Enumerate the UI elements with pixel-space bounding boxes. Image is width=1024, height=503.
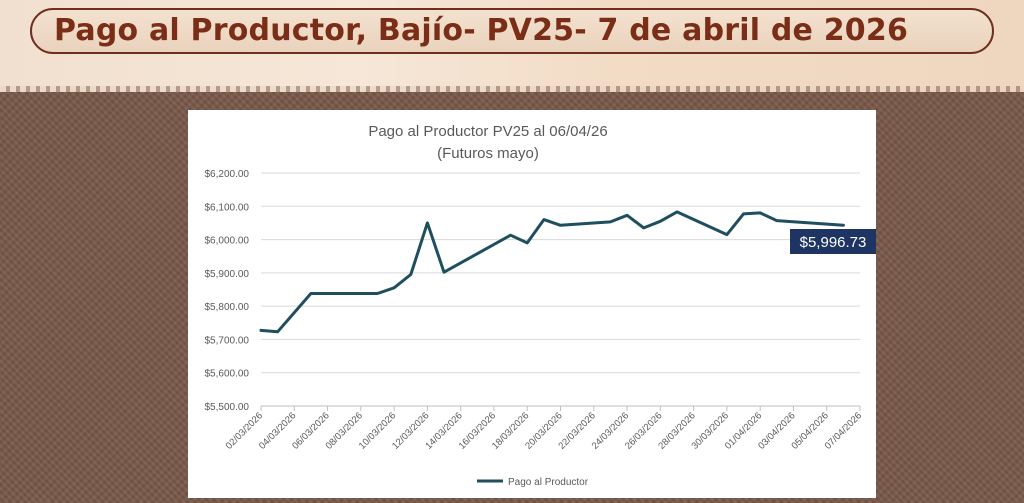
chart-subtitle: (Futuros mayo) [437,145,539,162]
y-tick-label: $5,700.00 [205,335,250,346]
y-tick-label: $6,100.00 [205,202,250,213]
y-axis-tick-labels: $5,500.00 $5,600.00 $5,700.00 $5,800.00 $5,9… [205,169,250,413]
annotation-box [790,229,876,254]
chart-legend: Pago al Productor [477,477,589,488]
title-banner: Pago al Productor, Bajío- PV25- 7 de abr… [30,8,994,54]
series-layer [259,210,845,334]
chart-title: Pago al Productor PV25 al 06/04/26 [368,123,607,140]
y-tick-label: $6,000.00 [205,236,250,247]
series-line [259,210,845,334]
y-tick-label: $5,600.00 [205,369,250,380]
last-value-annotation: $5,996.73 [790,229,876,254]
gridlines [260,172,861,411]
y-tick-label: $5,500.00 [205,402,250,413]
header-band: Pago al Productor, Bajío- PV25- 7 de abr… [0,0,1024,92]
page-title: Pago al Productor, Bajío- PV25- 7 de abr… [54,13,909,48]
annotation-label: $5,996.73 [800,234,867,251]
y-tick-label: $5,900.00 [205,269,250,280]
y-tick-label: $6,200.00 [205,169,250,180]
y-tick-label: $5,800.00 [205,302,250,313]
chart-card: Pago al Productor PV25 al 06/04/26 (Futu… [188,110,876,498]
legend-label: Pago al Productor [508,477,589,488]
line-chart: Pago al Productor PV25 al 06/04/26 (Futu… [205,123,876,488]
x-axis-tick-labels: 02/03/202604/03/202606/03/202608/03/2026… [224,410,864,451]
